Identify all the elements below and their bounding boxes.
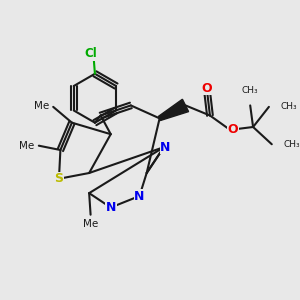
Text: O: O bbox=[228, 123, 238, 136]
Text: CH₃: CH₃ bbox=[242, 86, 259, 95]
Text: S: S bbox=[55, 172, 64, 185]
Polygon shape bbox=[159, 99, 189, 120]
Text: O: O bbox=[202, 82, 212, 95]
Text: Me: Me bbox=[83, 219, 98, 229]
Text: N: N bbox=[134, 190, 145, 202]
Text: Cl: Cl bbox=[84, 47, 97, 60]
Text: N: N bbox=[160, 141, 171, 154]
Text: N: N bbox=[106, 201, 116, 214]
Text: Me: Me bbox=[19, 141, 34, 151]
Text: Me: Me bbox=[34, 101, 49, 111]
Text: CH₃: CH₃ bbox=[280, 102, 297, 111]
Text: CH₃: CH₃ bbox=[283, 140, 300, 149]
